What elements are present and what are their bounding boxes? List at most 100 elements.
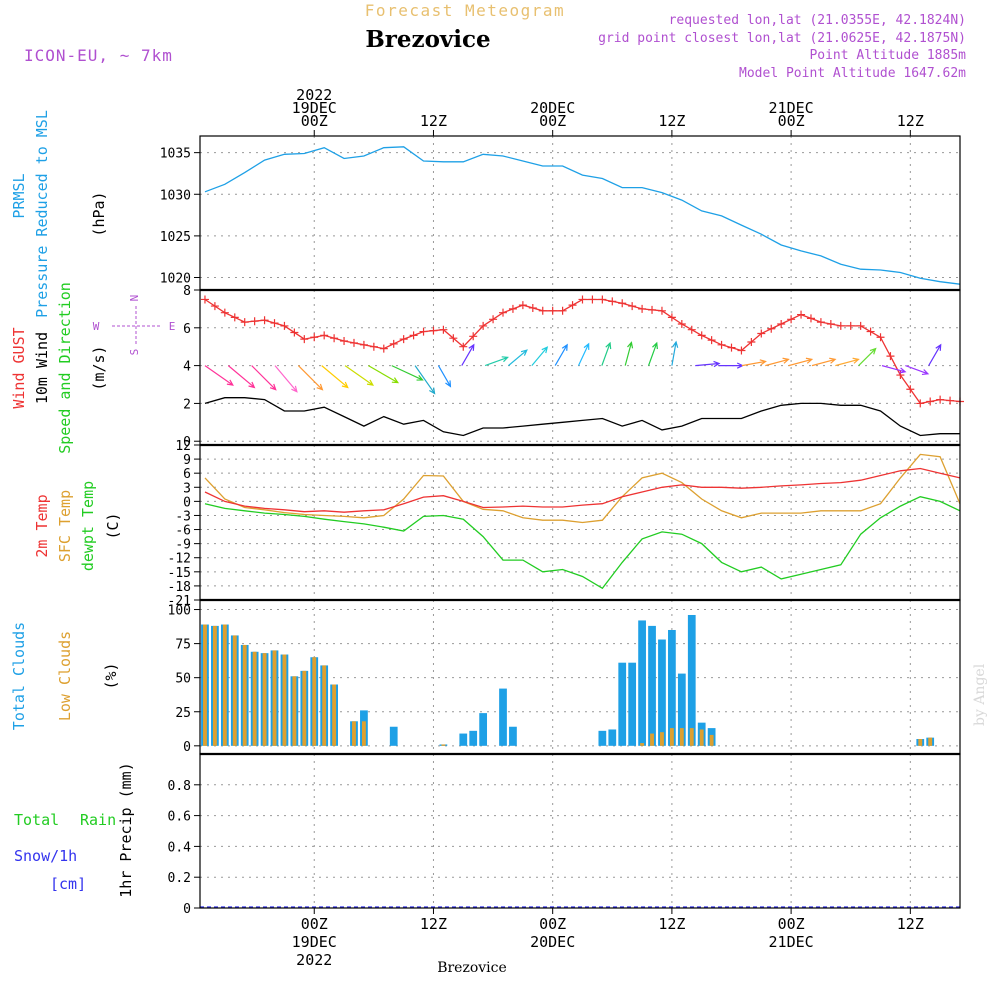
low-cloud-bar bbox=[441, 744, 446, 746]
bottom-time-label: 2022 bbox=[296, 951, 332, 969]
gust-marker bbox=[330, 334, 339, 343]
ylabel-prmsl: PRMSL bbox=[10, 173, 28, 218]
total-cloud-bar bbox=[628, 662, 637, 746]
wind-direction-arrow bbox=[695, 360, 721, 368]
wind-direction-arrow bbox=[531, 346, 549, 366]
gust-marker bbox=[886, 352, 895, 361]
bottom-time-label: 12Z bbox=[897, 915, 924, 933]
pressure-line bbox=[204, 146, 961, 285]
credit-watermark: by Angel bbox=[972, 663, 988, 726]
gust-marker bbox=[459, 342, 468, 351]
gust-marker bbox=[439, 325, 448, 334]
wind-direction-arrow bbox=[484, 356, 509, 367]
gridpoint-coords: grid point closest lon,lat (21.0625E, 42… bbox=[598, 31, 966, 46]
low-cloud-bar bbox=[352, 721, 356, 746]
precip-cm-label: [cm] bbox=[50, 875, 86, 893]
gust-marker bbox=[866, 327, 875, 336]
gust-marker bbox=[479, 321, 488, 330]
gust-marker bbox=[340, 337, 349, 346]
model-label: ICON-EU, ~ 7km bbox=[24, 46, 173, 65]
y-tick-label: 0.2 bbox=[168, 871, 191, 886]
low-cloud-bar bbox=[332, 684, 337, 746]
low-cloud-bar bbox=[282, 654, 287, 746]
precip-snow-label: Snow/1h bbox=[14, 847, 77, 865]
total-cloud-bar bbox=[469, 730, 478, 746]
wind-direction-arrow bbox=[251, 365, 277, 391]
wind-direction-arrow bbox=[881, 365, 907, 374]
gust-marker bbox=[936, 395, 945, 404]
wind-direction-arrow bbox=[905, 365, 930, 376]
y-tick-label: -6 bbox=[175, 524, 191, 539]
total-cloud-bar bbox=[459, 733, 468, 746]
gust-marker bbox=[767, 324, 776, 333]
wind-direction-arrow bbox=[227, 365, 256, 389]
bottom-time-label: 00Z bbox=[301, 915, 328, 933]
gust-marker bbox=[240, 318, 249, 327]
bottom-time-label: 12Z bbox=[420, 915, 447, 933]
gust-marker bbox=[826, 320, 835, 329]
gust-marker bbox=[300, 335, 309, 344]
wind-direction-arrow bbox=[835, 357, 860, 367]
gust-marker bbox=[737, 346, 746, 355]
gust-marker bbox=[707, 336, 716, 345]
low-cloud-bar bbox=[262, 653, 267, 746]
low-cloud-bar bbox=[699, 729, 704, 746]
gust-marker bbox=[429, 326, 438, 335]
y-tick-label: -15 bbox=[168, 566, 191, 581]
top-time-label: 21DEC bbox=[769, 99, 814, 117]
gust-marker bbox=[618, 299, 627, 308]
gust-marker bbox=[787, 315, 796, 324]
gust-marker bbox=[628, 302, 637, 311]
plot-layer bbox=[200, 146, 964, 908]
wind-direction-arrow bbox=[788, 357, 814, 367]
total-cloud-bar bbox=[389, 726, 398, 746]
y-tick-label: 75 bbox=[175, 638, 191, 653]
ylabel-total-clouds: Total Clouds bbox=[10, 622, 28, 730]
y-tick-label: 25 bbox=[175, 706, 191, 721]
y-tick-label: -12 bbox=[168, 552, 191, 567]
low-cloud-bar bbox=[928, 737, 933, 746]
gust-marker bbox=[638, 304, 647, 313]
wind-direction-arrow bbox=[765, 357, 790, 367]
compass-w: W bbox=[93, 320, 100, 333]
wind-direction-arrow bbox=[204, 365, 234, 386]
gust-marker bbox=[906, 385, 915, 394]
ylabel-layer: PRMSL Pressure Reduced to MSL (hPa) Wind GU… bbox=[10, 110, 175, 898]
y-tick-label: 1030 bbox=[160, 188, 191, 203]
gust-marker bbox=[449, 334, 458, 343]
ylabel-speed-direction: Speed and Direction bbox=[56, 282, 74, 454]
compass-rose: N S W E bbox=[93, 295, 176, 356]
gust-marker bbox=[320, 331, 329, 340]
wind-direction-arrow bbox=[391, 365, 424, 381]
gust-marker bbox=[856, 321, 865, 330]
gust-marker bbox=[349, 338, 358, 347]
wind-direction-arrow bbox=[344, 365, 375, 386]
ylabel-10m-wind: 10m Wind bbox=[33, 332, 51, 404]
low-cloud-bar bbox=[252, 651, 257, 746]
precip-rain-label: Rain bbox=[80, 811, 116, 829]
gust-marker bbox=[230, 313, 239, 322]
ylabel-pressure-msl: Pressure Reduced to MSL bbox=[33, 110, 51, 318]
gust-marker bbox=[210, 302, 219, 311]
gust-marker bbox=[677, 320, 686, 329]
low-cloud-bar bbox=[679, 728, 684, 746]
top-time-label: 00Z bbox=[301, 112, 328, 130]
wind-direction-arrow bbox=[858, 347, 877, 367]
gust-marker bbox=[250, 317, 259, 326]
gust-marker bbox=[667, 313, 676, 322]
requested-coords: requested lon,lat (21.0355E, 42.1824N) bbox=[669, 13, 966, 28]
total-cloud-bar bbox=[638, 620, 646, 746]
total-cloud-bar bbox=[598, 730, 607, 746]
low-cloud-bar bbox=[660, 732, 664, 746]
y-tick-label: 50 bbox=[175, 672, 191, 687]
top-time-label: 12Z bbox=[897, 112, 924, 130]
wind-direction-arrow bbox=[577, 342, 590, 366]
gust-marker bbox=[359, 340, 368, 349]
wind-direction-arrow bbox=[554, 343, 568, 366]
y-tick-label: 0.4 bbox=[168, 840, 192, 855]
low-cloud-bar bbox=[689, 728, 694, 746]
ylabel-hpa: (hPa) bbox=[90, 191, 108, 236]
gust-marker bbox=[777, 320, 786, 329]
y-tick-label: 100 bbox=[168, 604, 191, 619]
